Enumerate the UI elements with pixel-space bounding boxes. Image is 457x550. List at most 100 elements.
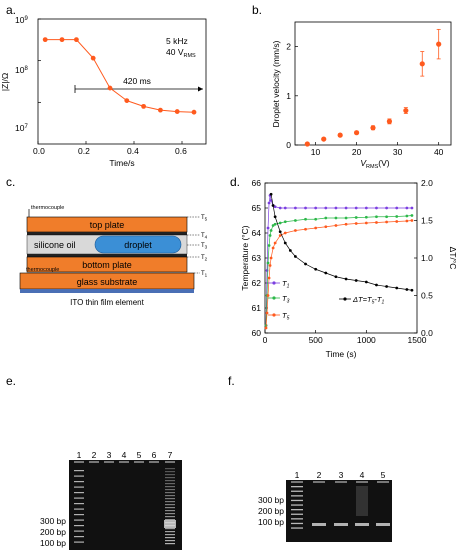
d-point-2-9	[283, 231, 287, 235]
b-ylabel: Droplet velocity (mm/s)	[271, 40, 281, 127]
gel-e-well-3	[104, 461, 114, 463]
d-series-line-2	[265, 220, 412, 329]
d-point-2-20	[395, 220, 399, 223]
d-point-3-8	[314, 267, 318, 271]
d-point-3-16	[395, 286, 399, 290]
panel-b: b. 10 20 30 40 0 1 2 Droplet velocity (mm/s) V…	[252, 3, 452, 170]
gel-f-lane-3: 3	[339, 470, 344, 480]
d-point-0-9	[283, 206, 287, 210]
d-point-2-6	[271, 246, 275, 250]
d-point-3-18	[410, 288, 414, 292]
t-markers: T5 T4 T3 T2 T1	[187, 215, 208, 278]
panel-label-f: f.	[228, 374, 235, 388]
a-annotation-volt: 40 VRMS	[166, 47, 196, 59]
gel-f-product-band-4	[355, 523, 369, 526]
a-series	[42, 37, 197, 115]
d-point-3-3	[278, 230, 282, 234]
d-ylabel-right: ΔT/°C	[448, 247, 457, 270]
d-point-3-9	[324, 271, 328, 275]
d-point-2-10	[294, 229, 297, 232]
b-xtick-0: 10	[311, 147, 321, 157]
legend-t1: T1	[282, 279, 290, 290]
b-point-7	[419, 61, 425, 67]
gel-f-lane-5: 5	[381, 470, 386, 480]
gel-e-ladder-band	[74, 481, 84, 483]
top-electrode	[27, 232, 187, 235]
gel-e-smear-band	[165, 537, 175, 539]
panel-label-c: c.	[6, 175, 15, 189]
gel-f-lane-1: 1	[295, 470, 300, 480]
bottom-electrode	[27, 254, 187, 257]
gel-f-ladder-band	[291, 509, 303, 511]
gel-f-lane-4: 4	[360, 470, 365, 480]
d-point-2-18	[375, 221, 378, 224]
d-ylabel: Temperature (°C)	[240, 225, 250, 290]
d-point-1-8	[278, 221, 282, 225]
b-ytick-2: 2	[286, 42, 291, 52]
gel-e-ladder-band	[74, 541, 84, 543]
d-point-0-2	[266, 226, 270, 230]
d-ytick-5: 65	[252, 203, 262, 213]
d-point-1-2	[266, 261, 270, 265]
gel-e-ladder-band	[74, 486, 84, 488]
d-point-3-11	[344, 277, 348, 281]
d-point-2-5	[269, 256, 273, 260]
gel-f-ladder-band	[291, 522, 303, 525]
b-xtick-2: 30	[393, 147, 403, 157]
d-series-line-3	[270, 194, 412, 291]
a-span-arrowhead	[198, 86, 203, 92]
panel-label-d: d.	[230, 175, 240, 189]
panel-e: e. 1 2 3 4 5 6 7 300 bp 200 bp 100 bp	[6, 374, 182, 550]
d-point-2-7	[273, 241, 277, 245]
d-point-3-5	[288, 249, 292, 252]
legend-dt: ΔT=T5-T1	[352, 295, 384, 306]
b-xtick-1: 20	[352, 147, 362, 157]
d-point-1-4	[268, 234, 272, 237]
panel-d: d. 0 500 1000 1500 60 61 62 63 64 65 66 0.0 0.5 1.0 1.…	[230, 175, 457, 359]
d-point-1-21	[405, 214, 409, 218]
d-point-0-11	[304, 206, 307, 210]
ito-film	[20, 289, 194, 293]
d-point-1-9	[283, 220, 287, 224]
t2-label: T2	[201, 255, 208, 262]
a-point-9	[191, 109, 197, 115]
gel-e-lane-7: 7	[168, 450, 173, 460]
d-ytick-right-1: 0.5	[421, 291, 433, 301]
d-ytick-3: 63	[252, 253, 262, 263]
d-point-2-16	[354, 222, 358, 225]
a-ylabel: |Z|/Ω	[0, 73, 10, 91]
d-point-3-13	[364, 280, 368, 284]
d-ytick-4: 64	[252, 228, 262, 238]
d-ytick-0: 60	[252, 328, 262, 338]
a-point-3	[90, 55, 96, 61]
d-ytick-2: 62	[252, 278, 262, 288]
d-series	[264, 192, 414, 330]
t4-label: T4	[201, 233, 208, 240]
gel-e-lane-5: 5	[137, 450, 142, 460]
gel-e-bands	[74, 461, 176, 545]
gel-f-marker-300: 300 bp	[258, 495, 284, 505]
d-point-2-8	[278, 234, 282, 237]
d-point-3-4	[283, 241, 287, 245]
d-point-3-7	[304, 262, 307, 266]
a-point-8	[174, 109, 180, 114]
gel-e-smear-band	[165, 510, 175, 512]
d-point-3-12	[354, 279, 358, 282]
a-annotation-freq: 5 kHz	[166, 36, 188, 46]
gel-f-product-band-2	[312, 523, 326, 526]
d-point-1-13	[324, 216, 328, 220]
d-point-1-11	[304, 217, 307, 221]
legend-t3: T3	[282, 294, 290, 305]
d-point-2-17	[364, 221, 368, 225]
d-point-3-1	[271, 204, 275, 207]
d-point-1-3	[267, 244, 271, 247]
d-point-0-15	[344, 206, 348, 210]
gel-e-ladder-band	[74, 519, 84, 521]
gel-e-smear-band	[165, 489, 175, 491]
gel-e-lane-1: 1	[77, 450, 82, 460]
legend-marker-dt	[343, 297, 347, 301]
d-point-1-10	[294, 219, 297, 222]
d-point-0-14	[334, 206, 338, 210]
d-ytick-right-0: 0.0	[421, 328, 433, 338]
d-point-1-16	[354, 216, 358, 219]
